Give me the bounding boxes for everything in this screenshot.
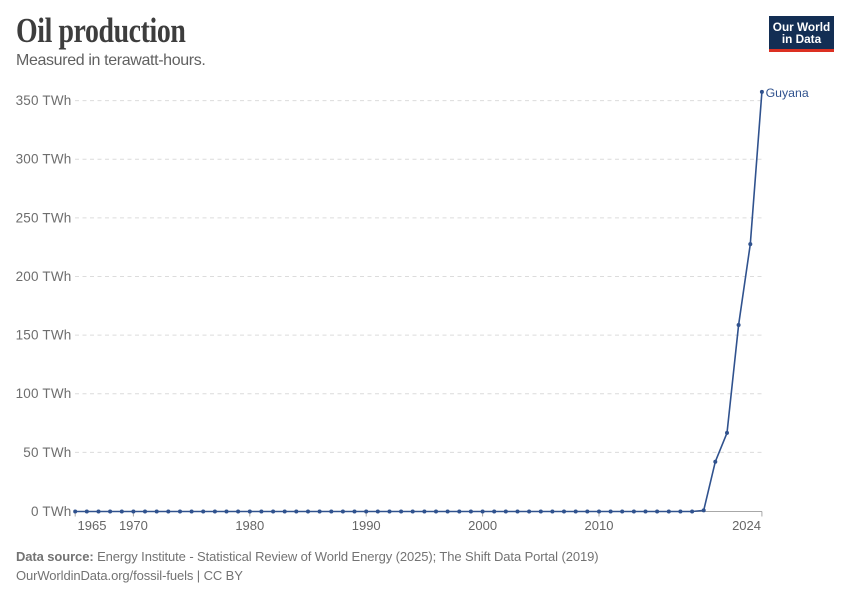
svg-text:350 TWh: 350 TWh [16,93,72,108]
svg-text:1980: 1980 [235,518,264,533]
svg-text:150 TWh: 150 TWh [16,328,72,343]
svg-text:Guyana: Guyana [766,86,809,100]
svg-text:50 TWh: 50 TWh [23,445,71,460]
svg-text:1970: 1970 [119,518,148,533]
svg-text:1965: 1965 [78,518,107,533]
svg-text:1990: 1990 [352,518,381,533]
svg-text:2024: 2024 [732,518,761,533]
svg-text:200 TWh: 200 TWh [16,269,72,284]
svg-text:300 TWh: 300 TWh [16,152,72,167]
svg-text:2000: 2000 [468,518,497,533]
svg-text:2010: 2010 [585,518,614,533]
svg-text:0 TWh: 0 TWh [31,504,72,519]
svg-text:100 TWh: 100 TWh [16,386,72,401]
svg-text:250 TWh: 250 TWh [16,210,72,225]
